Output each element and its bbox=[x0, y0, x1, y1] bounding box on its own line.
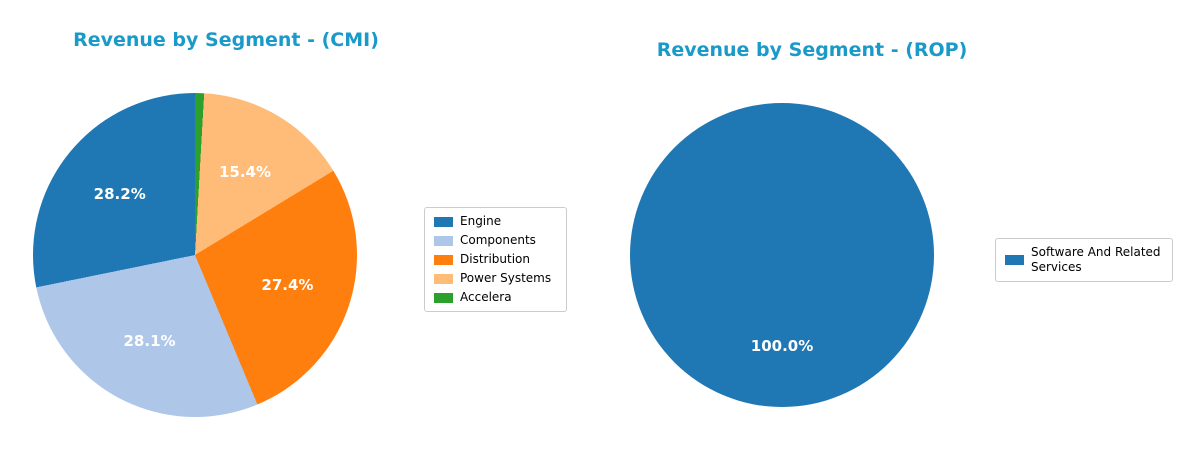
legend-label: Engine bbox=[460, 214, 502, 228]
pie-percent-label: 100.0% bbox=[750, 337, 814, 356]
pie-percent-label: 28.2% bbox=[93, 184, 146, 203]
legend-item-accelera: Accelera bbox=[434, 290, 557, 305]
legend-rop: Software And Related Services bbox=[995, 238, 1173, 282]
legend-swatch bbox=[434, 273, 453, 284]
pie-cmi: 28.2% 28.1% 27.4% 15.4% bbox=[33, 93, 357, 417]
legend-label: Accelera bbox=[460, 290, 512, 304]
legend-label: Power Systems bbox=[460, 271, 552, 285]
legend-cmi: Engine Components Distribution Power System… bbox=[424, 207, 567, 312]
legend-item-components: Components bbox=[434, 233, 557, 248]
legend-item-software-and-related-services: Software And Related Services bbox=[1005, 245, 1163, 275]
pie-percent-label: 27.4% bbox=[261, 276, 314, 295]
legend-swatch bbox=[1005, 255, 1024, 265]
legend-item-engine: Engine bbox=[434, 214, 557, 229]
chart-title-rop: Revenue by Segment - (ROP) bbox=[656, 39, 968, 61]
legend-swatch bbox=[434, 216, 453, 227]
legend-label: Components bbox=[460, 233, 536, 247]
legend-label: Software And Related Services bbox=[1031, 245, 1161, 274]
legend-swatch bbox=[434, 235, 453, 246]
legend-item-distribution: Distribution bbox=[434, 252, 557, 267]
pie-rop: 100.0% bbox=[630, 103, 934, 407]
legend-label: Distribution bbox=[460, 252, 531, 266]
legend-swatch bbox=[434, 292, 453, 303]
legend-swatch bbox=[434, 254, 453, 265]
chart-title-cmi: Revenue by Segment - (CMI) bbox=[73, 29, 379, 51]
pie-percent-label: 15.4% bbox=[218, 162, 272, 181]
legend-item-power-systems: Power Systems bbox=[434, 271, 557, 286]
pie-percent-label: 28.1% bbox=[123, 331, 176, 350]
